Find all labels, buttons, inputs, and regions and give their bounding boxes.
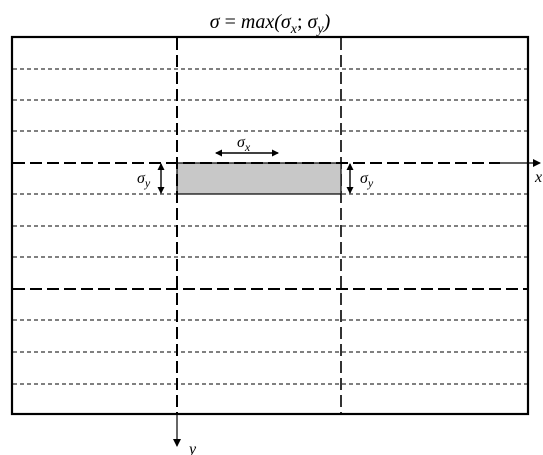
formula-sub-x: x [290, 22, 298, 37]
sigma-y-left-label: σy [137, 170, 151, 190]
formula-sigma-y: σ [308, 11, 319, 33]
y-axis-label: y [187, 441, 197, 455]
shaded-element [176, 162, 342, 195]
formula-title: σ = max(σx; σy) [210, 11, 331, 37]
formula-sigma-x: σ [281, 11, 292, 33]
formula-max: max( [241, 11, 282, 33]
plate-border [10, 35, 530, 416]
x-axis-label: x [534, 169, 542, 186]
formula-separator: ; [297, 11, 308, 33]
formula-sub-y: y [315, 22, 324, 37]
sigma-x-label: σx [237, 134, 251, 154]
horizontal-grid-lines [13, 68, 527, 385]
formula-sigma: σ [210, 11, 221, 33]
formula-equals: = [220, 11, 241, 33]
formula-close: ) [323, 11, 331, 33]
sigma-y-right-label: σy [360, 170, 374, 190]
